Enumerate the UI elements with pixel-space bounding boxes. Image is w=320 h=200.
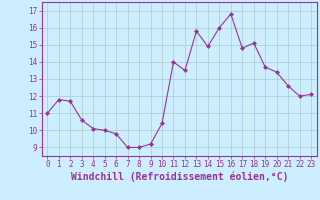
X-axis label: Windchill (Refroidissement éolien,°C): Windchill (Refroidissement éolien,°C) bbox=[70, 172, 288, 182]
